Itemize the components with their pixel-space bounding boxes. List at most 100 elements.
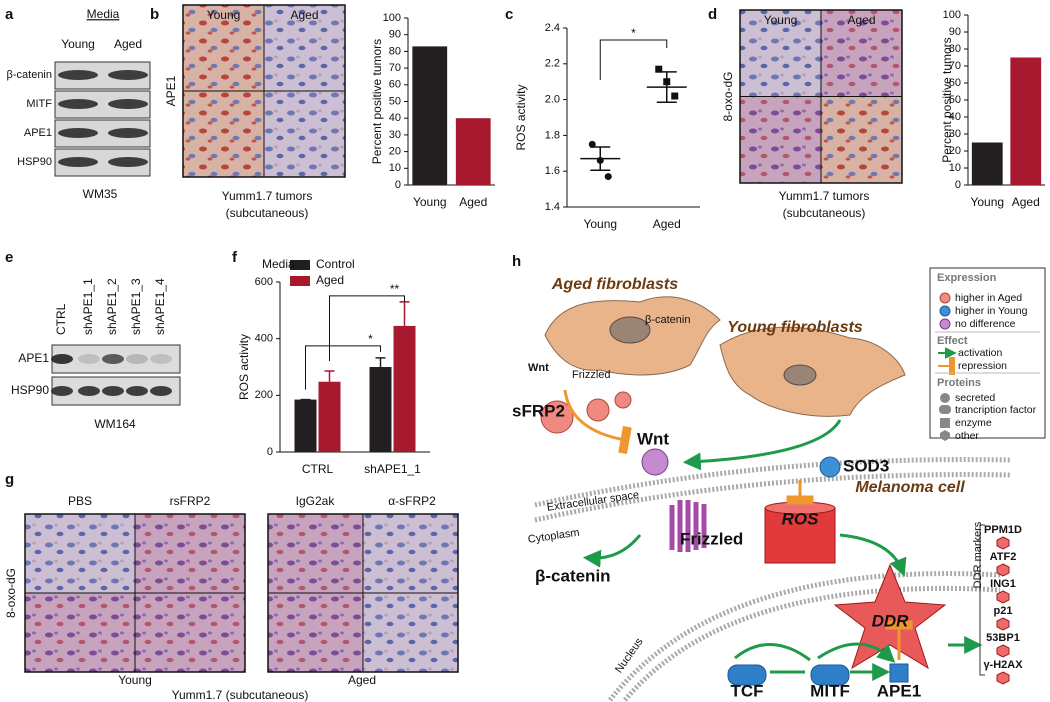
caption: Yumm1.7 (subcutaneous): [172, 688, 309, 702]
y-tick-label: 1.8: [545, 129, 560, 141]
legend-entry: Control: [316, 257, 355, 271]
y-tick-label: 0: [267, 446, 273, 458]
y-axis-label: Percent positive tumors: [940, 37, 954, 162]
label: SOD3: [843, 456, 889, 475]
panel-letter: a: [5, 6, 14, 23]
x-tick-label: Young: [970, 195, 1004, 209]
tissue-image: [363, 514, 458, 593]
group-label: Aged: [348, 673, 376, 687]
label: DDR: [872, 611, 910, 630]
x-tick-label: CTRL: [302, 462, 334, 476]
y-tick-label: 2.4: [545, 22, 560, 34]
lane-label: CTRL: [54, 303, 68, 335]
column-label: rsFRP2: [170, 494, 211, 508]
blot-band: [102, 386, 124, 396]
blot-band: [126, 354, 148, 364]
panel-letter: c: [505, 6, 513, 23]
cell-line: WM164: [94, 417, 136, 431]
marker-icon: [996, 590, 1010, 604]
label: Wnt: [528, 362, 549, 374]
y-tick-label: 60: [949, 77, 961, 89]
blot-band: [78, 386, 100, 396]
image-caption: (subcutaneous): [783, 206, 866, 220]
legend-swatch: [290, 260, 310, 270]
legend-title: Expression: [937, 272, 997, 284]
blot-band: [51, 386, 73, 396]
data-point: [671, 92, 679, 100]
image-caption: (subcutaneous): [226, 206, 309, 220]
tissue-image: [264, 5, 345, 91]
legend-entry: enzyme: [955, 417, 992, 429]
bar: [455, 118, 491, 185]
marker-icon: [996, 617, 1010, 631]
y-axis-label: ROS activity: [514, 84, 528, 150]
error-bar: [375, 357, 386, 367]
legend-title: Media:: [262, 257, 298, 271]
tissue-image: [25, 593, 135, 672]
label: Nucleus: [613, 636, 646, 676]
significance-label: *: [368, 332, 373, 346]
blot-band: [58, 128, 98, 138]
legend-entry: other: [955, 430, 979, 442]
y-tick-label: 80: [949, 43, 961, 55]
blot-band: [150, 354, 172, 364]
y-tick-label: 40: [389, 112, 401, 124]
image-column-label: Aged: [290, 8, 318, 22]
y-tick-label: 20: [949, 145, 961, 157]
legend-entry: trancription factor: [955, 404, 1037, 416]
ddr-marker: 53BP1: [986, 632, 1020, 644]
ddr-marker: γ-H2AX: [983, 659, 1023, 671]
ddr-marker: ING1: [990, 578, 1016, 590]
blot-band: [108, 128, 148, 138]
tissue-image: [135, 593, 245, 672]
y-axis-label: Percent positive tumors: [370, 39, 384, 164]
label: β-catenin: [535, 566, 611, 585]
marker-icon: [996, 536, 1010, 550]
y-tick-label: 100: [383, 12, 401, 24]
lane-label: Aged: [114, 37, 142, 51]
blot-band: [102, 354, 124, 364]
tissue-image: [183, 5, 264, 91]
diagram-shapes: [534, 267, 1046, 702]
x-tick-label: Aged: [653, 217, 681, 231]
label: TCF: [730, 681, 763, 700]
label: DDR markers: [972, 521, 984, 588]
label: ROS: [782, 509, 820, 528]
row-label: HSP90: [17, 156, 52, 168]
column-label: PBS: [68, 494, 92, 508]
tissue-image: [740, 96, 821, 183]
tissue-image: [268, 514, 363, 593]
y-tick-label: 10: [389, 162, 401, 174]
y-tick-label: 2.2: [545, 58, 560, 70]
legend-title: Effect: [937, 335, 968, 347]
bar: [318, 381, 341, 452]
y-tick-label: 30: [389, 129, 401, 141]
row-label: 8-oxo-dG: [4, 568, 18, 618]
blot-band: [58, 157, 98, 167]
marker-icon: [996, 671, 1010, 685]
label: Young fibroblasts: [727, 319, 863, 336]
panel-letter: f: [232, 249, 238, 266]
diagram-labels: h Aged fibroblasts β-catenin Wnt Frizzle…: [512, 253, 1037, 701]
label: Frizzled: [680, 529, 743, 548]
bar: [393, 325, 416, 452]
error-bar: [399, 301, 410, 326]
y-tick-label: 200: [255, 389, 273, 401]
media-label: Media: [87, 7, 120, 21]
y-tick-label: 20: [389, 146, 401, 158]
y-tick-label: 400: [255, 333, 273, 345]
column-label: IgG2ak: [296, 494, 336, 508]
legend-entry: Aged: [316, 273, 344, 287]
y-tick-label: 70: [949, 60, 961, 72]
y-tick-label: 70: [389, 62, 401, 74]
y-tick-label: 90: [389, 29, 401, 41]
label: MITF: [810, 681, 850, 700]
image-column-label: Young: [207, 8, 241, 22]
y-tick-label: 40: [949, 111, 961, 123]
panel-letter: b: [150, 6, 159, 23]
label: sFRP2: [512, 401, 565, 420]
significance-label: **: [390, 282, 400, 296]
bar: [412, 46, 448, 185]
image-column-label: Aged: [847, 13, 875, 27]
